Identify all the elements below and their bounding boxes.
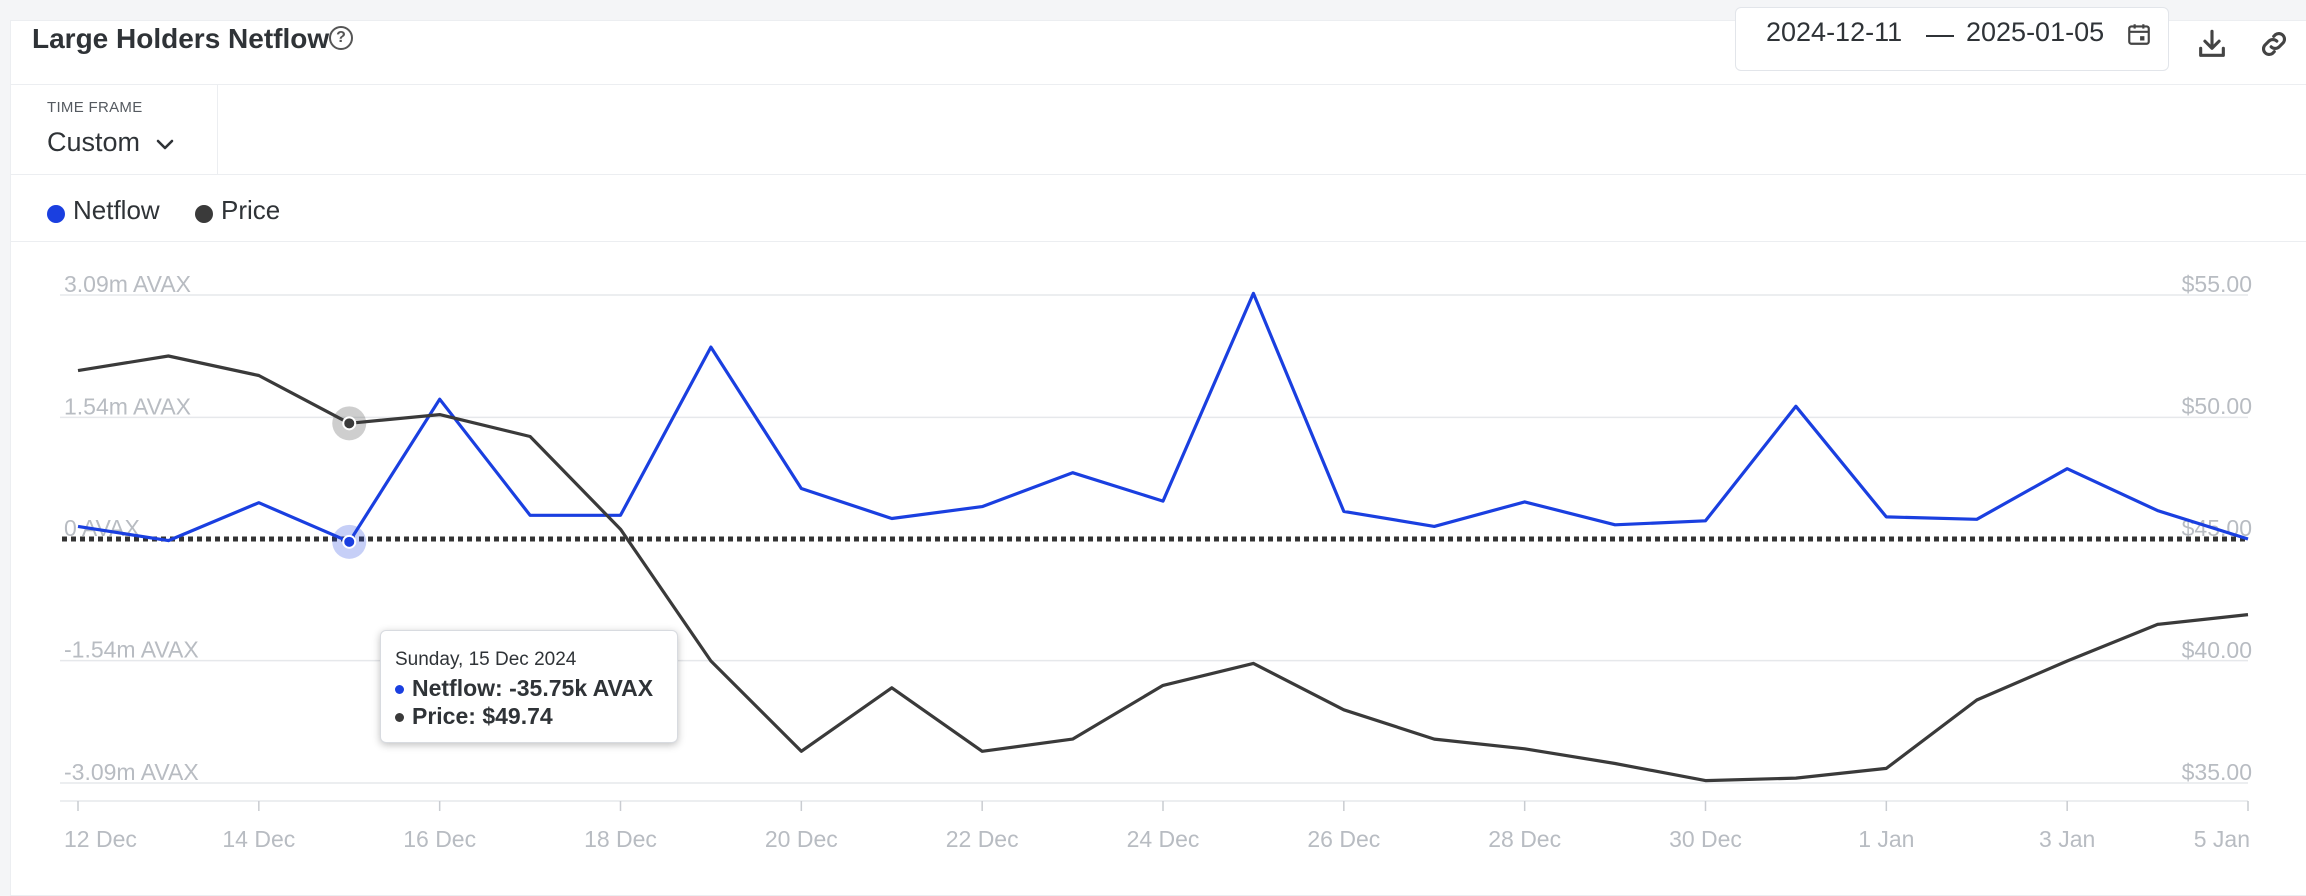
card-header: Large Holders Netflow ? 2024-12-11 2025-… — [11, 7, 2306, 85]
link-icon[interactable] — [2257, 27, 2291, 61]
tooltip-netflow-dot-icon — [395, 685, 404, 695]
series-line-netflow — [77, 291, 2249, 544]
x-tick-label: 18 Dec — [584, 826, 657, 852]
tooltip-price: Price: $49.74 — [395, 703, 553, 730]
tooltip-date: Sunday, 15 Dec 2024 — [395, 649, 577, 670]
x-tick-label: 12 Dec — [64, 826, 137, 852]
help-circle-icon[interactable]: ? — [329, 26, 353, 50]
date-separator — [1926, 35, 1954, 37]
tooltip-price-dot-icon — [395, 713, 404, 723]
legend-price-label: Price — [221, 195, 281, 225]
chart-card: Large Holders Netflow ? 2024-12-11 2025-… — [10, 7, 2306, 896]
x-tick-label: 14 Dec — [222, 826, 295, 852]
timeframe-value[interactable]: Custom — [47, 127, 141, 157]
x-tick-label: 16 Dec — [403, 826, 476, 852]
timeframe-label: TIME FRAME — [47, 99, 143, 116]
legend: Netflow Price — [11, 175, 2306, 242]
y-left-tick-label: 1.54m AVAX — [64, 393, 191, 419]
chart-title: Large Holders Netflow — [32, 23, 330, 54]
x-tick-label: 22 Dec — [946, 826, 1019, 852]
chevron-down-icon[interactable] — [153, 132, 177, 156]
tooltip-price-text: Price: $49.74 — [412, 703, 553, 729]
tooltip-netflow-text: Netflow: -35.75k AVAX — [412, 675, 654, 701]
date-end[interactable]: 2025-01-05 — [1966, 17, 2105, 47]
y-left-tick-label: -1.54m AVAX — [64, 637, 199, 663]
x-tick-label: 3 Jan — [2039, 826, 2095, 852]
y-right-tick-label: $50.00 — [2182, 393, 2252, 419]
timeframe-selector[interactable] — [11, 84, 218, 174]
price-highlight-point — [342, 416, 357, 431]
x-tick-label: 28 Dec — [1488, 826, 1561, 852]
x-tick-label: 1 Jan — [1858, 826, 1914, 852]
x-tick-label: 5 Jan — [2194, 826, 2250, 852]
netflow-dot-icon — [47, 205, 65, 223]
tooltip-netflow: Netflow: -35.75k AVAX — [395, 675, 653, 702]
download-icon[interactable] — [2195, 27, 2229, 61]
x-tick-label: 20 Dec — [765, 826, 838, 852]
timeframe-row — [11, 84, 2306, 175]
chart-tooltip: Sunday, 15 Dec 2024 Netflow: -35.75k AVA… — [380, 630, 678, 743]
series-line-price — [77, 354, 2249, 783]
date-range-picker[interactable]: 2024-12-11 2025-01-05 — [1735, 7, 2169, 71]
y-right-tick-label: $40.00 — [2182, 637, 2252, 663]
x-tick-label: 24 Dec — [1127, 826, 1200, 852]
y-right-tick-label: $35.00 — [2182, 759, 2252, 785]
y-left-tick-label: 3.09m AVAX — [64, 271, 191, 297]
y-right-tick-label: $55.00 — [2182, 271, 2252, 297]
price-dot-icon — [195, 205, 213, 223]
calendar-icon[interactable] — [2126, 21, 2152, 47]
y-left-tick-label: -3.09m AVAX — [64, 759, 199, 785]
netflow-highlight-point — [342, 534, 357, 549]
x-tick-label: 26 Dec — [1307, 826, 1380, 852]
legend-netflow-label: Netflow — [73, 195, 160, 225]
date-start[interactable]: 2024-12-11 — [1766, 17, 1903, 47]
x-tick-label: 30 Dec — [1669, 826, 1742, 852]
